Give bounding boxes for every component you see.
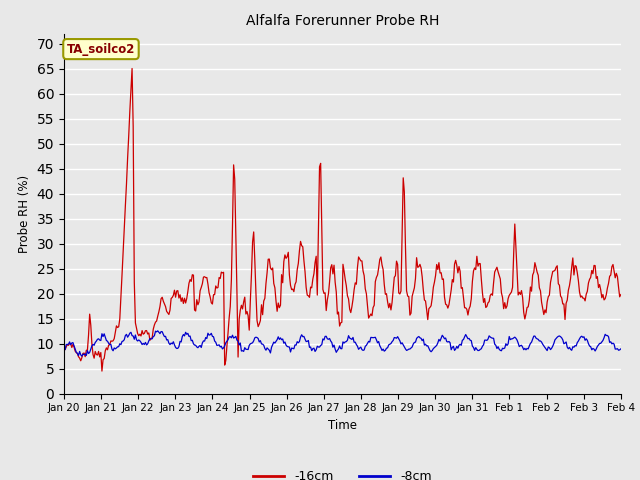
X-axis label: Time: Time bbox=[328, 419, 357, 432]
Y-axis label: Probe RH (%): Probe RH (%) bbox=[18, 175, 31, 252]
Legend: -16cm, -8cm: -16cm, -8cm bbox=[248, 465, 436, 480]
Text: TA_soilco2: TA_soilco2 bbox=[67, 43, 135, 56]
Title: Alfalfa Forerunner Probe RH: Alfalfa Forerunner Probe RH bbox=[246, 14, 439, 28]
